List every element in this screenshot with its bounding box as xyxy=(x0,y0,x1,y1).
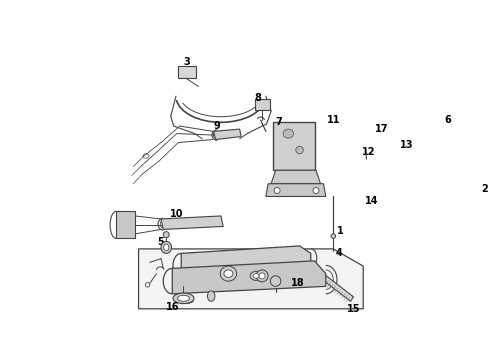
Text: 1: 1 xyxy=(337,226,343,236)
Polygon shape xyxy=(298,256,353,301)
Ellipse shape xyxy=(177,295,190,301)
Text: 4: 4 xyxy=(336,248,343,258)
Polygon shape xyxy=(172,261,326,294)
Ellipse shape xyxy=(476,192,482,198)
Ellipse shape xyxy=(173,293,194,303)
Ellipse shape xyxy=(207,291,215,301)
Ellipse shape xyxy=(369,183,375,189)
Polygon shape xyxy=(116,211,135,238)
Text: 17: 17 xyxy=(375,124,389,134)
Ellipse shape xyxy=(296,146,303,154)
Ellipse shape xyxy=(253,274,259,278)
Polygon shape xyxy=(214,129,241,140)
Text: 9: 9 xyxy=(214,121,220,131)
Ellipse shape xyxy=(256,270,268,282)
Ellipse shape xyxy=(418,115,447,143)
Text: 18: 18 xyxy=(291,278,305,288)
Polygon shape xyxy=(380,131,397,141)
Text: 7: 7 xyxy=(275,117,282,127)
Ellipse shape xyxy=(381,136,413,167)
Text: 10: 10 xyxy=(170,210,183,220)
Ellipse shape xyxy=(250,271,262,280)
Ellipse shape xyxy=(270,276,281,286)
Text: 2: 2 xyxy=(481,184,488,194)
FancyBboxPatch shape xyxy=(178,66,196,78)
Text: 5: 5 xyxy=(158,237,164,247)
FancyBboxPatch shape xyxy=(255,99,270,109)
Ellipse shape xyxy=(366,148,383,164)
Text: 15: 15 xyxy=(347,304,360,314)
Text: 12: 12 xyxy=(362,147,375,157)
Ellipse shape xyxy=(283,129,294,138)
Ellipse shape xyxy=(220,266,237,281)
Text: 6: 6 xyxy=(444,115,451,125)
Ellipse shape xyxy=(395,132,399,138)
Ellipse shape xyxy=(409,158,414,162)
Ellipse shape xyxy=(161,242,172,253)
FancyBboxPatch shape xyxy=(273,122,315,170)
Ellipse shape xyxy=(387,141,407,162)
Ellipse shape xyxy=(259,273,265,279)
Polygon shape xyxy=(139,249,363,309)
Polygon shape xyxy=(161,216,223,229)
Ellipse shape xyxy=(391,145,403,158)
Ellipse shape xyxy=(313,188,319,193)
Polygon shape xyxy=(181,246,311,277)
Ellipse shape xyxy=(331,234,336,238)
Text: 8: 8 xyxy=(254,93,261,103)
Text: 3: 3 xyxy=(184,57,191,67)
Ellipse shape xyxy=(224,270,233,277)
Text: 13: 13 xyxy=(400,140,414,150)
Ellipse shape xyxy=(424,120,442,138)
Text: 14: 14 xyxy=(365,196,378,206)
Ellipse shape xyxy=(274,188,280,193)
Polygon shape xyxy=(271,170,320,184)
Text: 16: 16 xyxy=(166,302,179,312)
Ellipse shape xyxy=(164,244,169,251)
Ellipse shape xyxy=(380,158,385,162)
Ellipse shape xyxy=(374,198,381,204)
Ellipse shape xyxy=(163,232,169,238)
Polygon shape xyxy=(266,184,326,197)
Ellipse shape xyxy=(371,152,378,160)
Ellipse shape xyxy=(428,124,438,134)
Text: 11: 11 xyxy=(326,115,340,125)
